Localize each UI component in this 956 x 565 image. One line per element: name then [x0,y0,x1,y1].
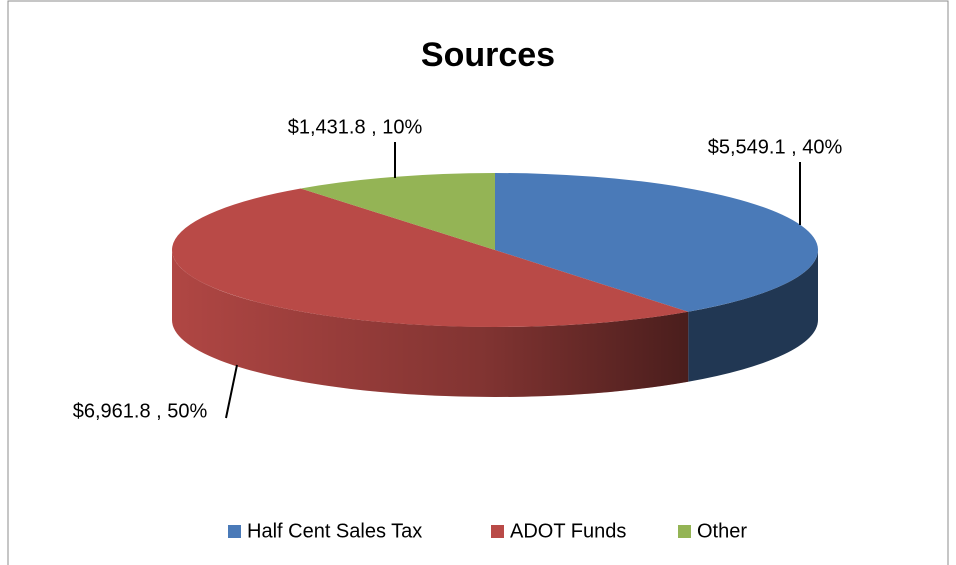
data-label: $6,961.8 , 50% [73,400,208,422]
legend: Half Cent Sales Tax ADOT Funds Other [228,520,747,542]
slice [172,188,689,327]
chart-title: Sources [421,36,555,74]
legend-label: Half Cent Sales Tax [247,520,422,542]
data-label: $5,549.1 , 40% [708,136,843,158]
leader-line [225,364,238,419]
pie: $5,549.1 , 40% $6,961.8 , 50% $1,431.8 , 1… [73,116,843,422]
legend-swatch [491,525,504,538]
slice-side-shade [171,250,689,397]
slice [300,173,495,250]
legend-label: ADOT Funds [510,520,626,542]
data-label: $1,431.8 , 10% [288,116,423,138]
slice [495,173,818,312]
legend-label: Other [697,520,747,542]
legend-swatch [228,525,241,538]
slice-side [688,250,818,382]
legend-swatch [678,525,691,538]
